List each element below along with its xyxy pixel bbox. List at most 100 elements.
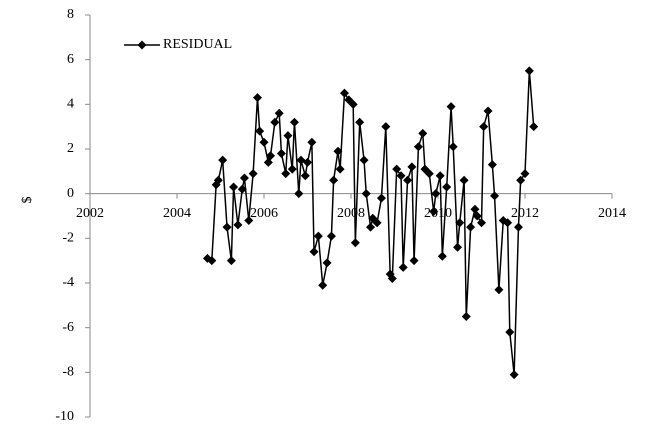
data-point [366, 222, 376, 232]
data-point [322, 258, 332, 268]
data-point [237, 184, 247, 194]
data-point [516, 175, 526, 185]
data-point [461, 312, 471, 321]
data-point [424, 169, 434, 179]
data-point [470, 204, 480, 214]
data-point [413, 142, 423, 152]
data-point [289, 117, 299, 127]
data-point [487, 160, 497, 170]
data-point [287, 164, 297, 174]
data-point [339, 88, 349, 98]
x-tick-label: 2012 [511, 206, 539, 221]
data-point [396, 171, 406, 181]
data-point [259, 137, 269, 147]
data-point [226, 256, 236, 266]
data-point [309, 247, 319, 257]
data-point [490, 191, 500, 201]
data-point [218, 155, 228, 165]
data-point [398, 262, 408, 272]
data-point [270, 117, 280, 127]
data-point [207, 256, 217, 266]
data-point [431, 189, 441, 199]
x-tick-label: 2010 [424, 206, 452, 221]
data-point [505, 327, 515, 337]
data-point [442, 182, 452, 192]
data-point [509, 370, 519, 380]
data-point [453, 242, 463, 252]
data-point [333, 146, 343, 156]
data-point [466, 222, 476, 232]
y-tick-label: 8 [67, 7, 74, 22]
y-tick-label: -10 [55, 409, 74, 424]
y-tick-label: -2 [62, 231, 74, 246]
data-point [418, 128, 428, 138]
data-point [437, 251, 447, 261]
data-point [300, 171, 310, 181]
data-point [387, 274, 397, 284]
data-point [494, 285, 504, 295]
data-point [435, 171, 445, 181]
data-point [307, 137, 317, 147]
x-tick-label: 2004 [163, 206, 191, 221]
x-tick-label: 2002 [76, 206, 104, 221]
data-point [513, 222, 523, 232]
data-point [263, 157, 273, 167]
data-point [229, 182, 239, 192]
data-point [472, 211, 482, 221]
data-point [477, 218, 486, 228]
data-point [403, 175, 413, 185]
data-point [409, 256, 419, 266]
legend-marker [137, 40, 147, 50]
data-point [529, 122, 539, 132]
y-tick-label: -6 [62, 320, 74, 335]
y-tick-label: -4 [62, 275, 74, 290]
data-point [520, 169, 530, 179]
data-point [479, 122, 489, 132]
x-tick-label: 2006 [250, 206, 278, 221]
data-point [233, 220, 243, 230]
data-point [281, 169, 291, 179]
data-point [244, 215, 254, 225]
data-point [348, 99, 358, 109]
data-point [294, 189, 304, 199]
y-tick-label: 2 [67, 141, 74, 156]
data-point [248, 169, 258, 179]
data-point [376, 193, 386, 203]
data-point [318, 280, 328, 290]
data-point [503, 218, 513, 228]
data-point [372, 218, 382, 228]
data-point [326, 231, 336, 241]
y-axis-label: $ [20, 197, 35, 204]
data-point [448, 142, 458, 152]
data-point [276, 148, 286, 158]
y-tick-label: 4 [67, 97, 74, 112]
data-point [222, 222, 232, 232]
data-point [335, 164, 345, 174]
data-point [407, 162, 417, 172]
x-tick-label: 2008 [337, 206, 365, 221]
data-point [252, 93, 262, 103]
data-point [213, 175, 223, 185]
data-point [239, 173, 249, 183]
data-point [350, 238, 360, 248]
data-point [283, 131, 293, 141]
data-point [429, 207, 439, 217]
data-point [459, 175, 469, 185]
data-point [303, 157, 312, 167]
data-point [361, 189, 371, 199]
data-point [274, 108, 284, 118]
data-point [524, 66, 534, 76]
x-tick-label: 2014 [598, 206, 626, 221]
data-point [446, 102, 456, 112]
data-point [355, 117, 365, 127]
y-tick-label: -8 [62, 365, 74, 380]
y-tick-label: 0 [67, 186, 74, 201]
data-point [483, 106, 493, 116]
legend-label: RESIDUAL [163, 37, 232, 52]
data-point [381, 122, 391, 132]
data-point [313, 231, 323, 241]
data-point [359, 155, 369, 165]
data-point [255, 126, 265, 136]
y-tick-label: 6 [67, 52, 74, 67]
